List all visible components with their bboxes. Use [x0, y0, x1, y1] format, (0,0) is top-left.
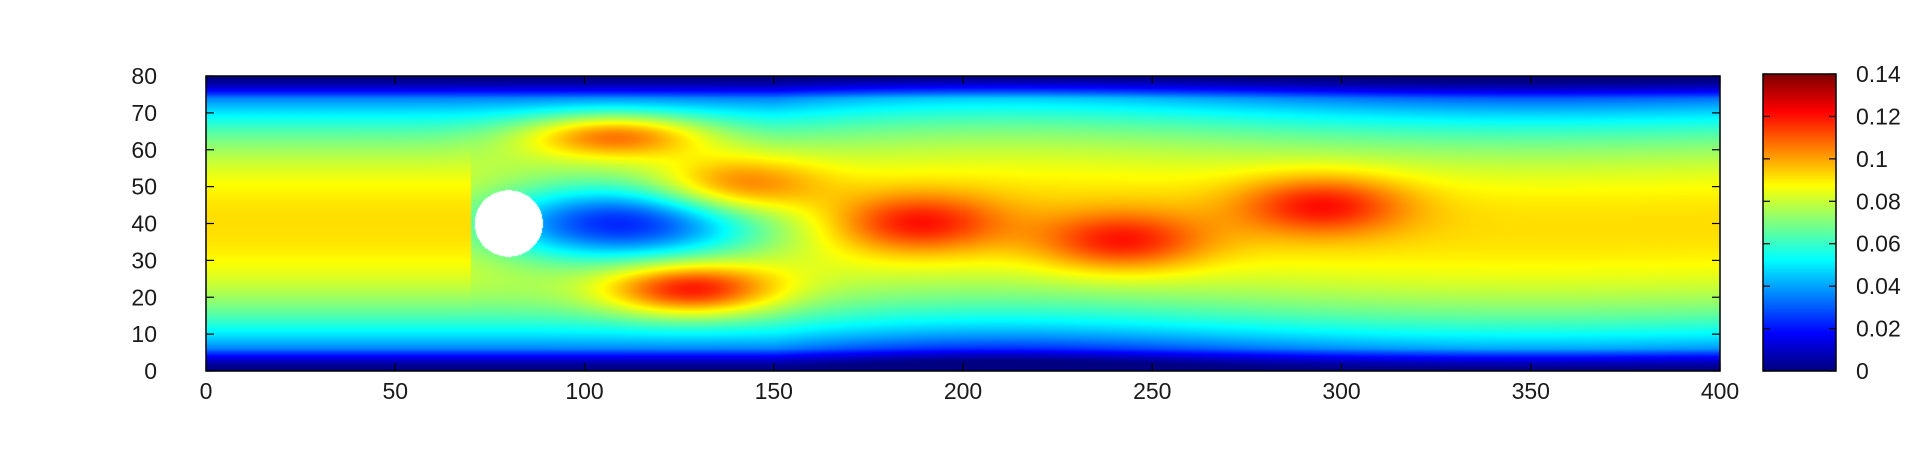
colorbar-tick-label: 0.14: [1856, 61, 1901, 87]
x-tick-label: 300: [1322, 378, 1360, 404]
y-tick-label: 10: [131, 321, 157, 347]
colorbar-tick-label: 0.12: [1856, 103, 1901, 129]
colorbar-tick-label: 0.06: [1856, 231, 1901, 257]
x-tick-label: 50: [382, 378, 408, 404]
x-tick-label: 250: [1133, 378, 1171, 404]
y-tick-label: 60: [131, 137, 157, 163]
y-axis-ticks: 0 10 20 30 40 50 60 70 80: [131, 63, 1720, 384]
colorbar-ticks: 0 0.02 0.04 0.06 0.08 0.1 0.12 0.14: [1763, 61, 1901, 384]
x-tick-label: 350: [1512, 378, 1550, 404]
x-tick-label: 200: [944, 378, 982, 404]
colorbar-tick-label: 0.08: [1856, 188, 1901, 214]
y-tick-label: 40: [131, 211, 157, 237]
x-axis-ticks: 0 50 100 150 200 250 300 350 400: [200, 76, 1739, 404]
y-tick-label: 50: [131, 174, 157, 200]
colorbar-tick-label: 0: [1856, 358, 1869, 384]
colorbar-tick-label: 0.1: [1856, 146, 1888, 172]
colorbar-tick-label: 0.04: [1856, 273, 1901, 299]
heatmap-field: [206, 76, 1720, 371]
x-tick-label: 150: [755, 378, 793, 404]
x-tick-label: 100: [565, 378, 603, 404]
colorbar-frame: [1762, 73, 1837, 372]
y-tick-label: 80: [131, 63, 157, 89]
y-tick-label: 30: [131, 247, 157, 273]
x-tick-label: 0: [200, 378, 213, 404]
y-tick-label: 20: [131, 284, 157, 310]
colorbar: 0 0.02 0.04 0.06 0.08 0.1 0.12 0.14: [1762, 61, 1901, 384]
y-tick-label: 0: [144, 358, 157, 384]
colorbar-tick-label: 0.02: [1856, 316, 1901, 342]
y-tick-label: 70: [131, 100, 157, 126]
x-tick-label: 400: [1701, 378, 1739, 404]
colorbar-gradient: [1763, 74, 1836, 371]
heatmap-plot: 0 50 100 150 200 250 300 350 400 0 10 20 30 40 50 60 70…: [131, 63, 1739, 404]
